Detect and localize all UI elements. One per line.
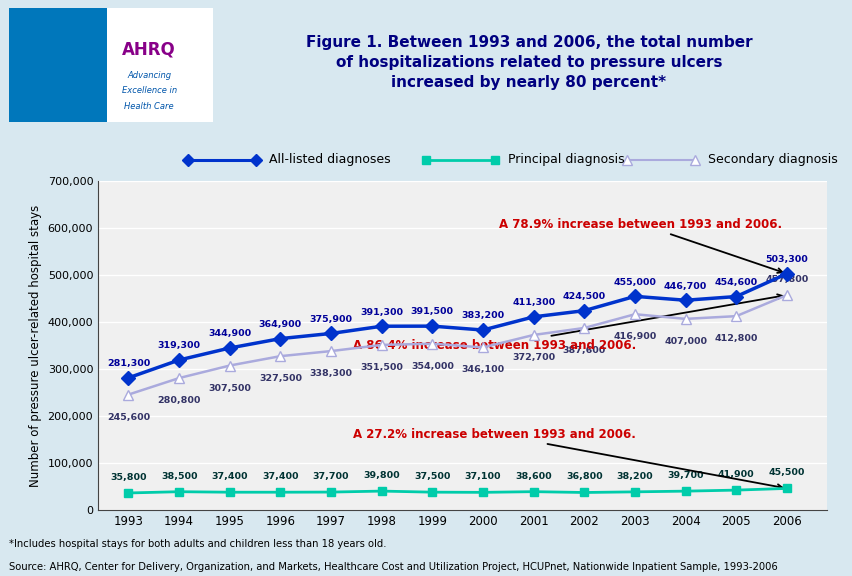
Text: 375,900: 375,900 [309,314,352,324]
Text: 503,300: 503,300 [764,255,808,264]
Text: Advancing: Advancing [127,71,171,79]
Text: 351,500: 351,500 [360,363,403,372]
Text: 457,800: 457,800 [764,275,808,284]
Text: 36,800: 36,800 [566,472,602,482]
Text: 45,500: 45,500 [768,468,804,478]
Text: 454,600: 454,600 [714,278,757,287]
Text: Health Care: Health Care [124,102,174,111]
FancyBboxPatch shape [9,8,213,122]
Text: 37,700: 37,700 [313,472,349,481]
Text: 280,800: 280,800 [158,396,200,405]
Text: Principal diagnosis: Principal diagnosis [507,153,624,166]
Text: 387,600: 387,600 [562,346,605,355]
Text: 319,300: 319,300 [158,341,200,350]
Text: 245,600: 245,600 [106,412,150,422]
Text: 364,900: 364,900 [258,320,302,329]
Text: 41,900: 41,900 [717,470,754,479]
Text: 344,900: 344,900 [208,329,251,338]
Text: 411,300: 411,300 [511,298,555,307]
Text: 39,700: 39,700 [666,471,703,480]
Text: Source: AHRQ, Center for Delivery, Organization, and Markets, Healthcare Cost an: Source: AHRQ, Center for Delivery, Organ… [9,562,776,571]
Text: 37,400: 37,400 [211,472,248,481]
Text: 372,700: 372,700 [511,353,555,362]
Text: 383,200: 383,200 [461,311,504,320]
Text: 424,500: 424,500 [562,292,605,301]
FancyBboxPatch shape [9,8,106,122]
Text: 455,000: 455,000 [613,278,656,287]
Text: A 27.2% increase between 1993 and 2006.: A 27.2% increase between 1993 and 2006. [353,427,781,489]
Text: 407,000: 407,000 [664,337,706,346]
Text: 37,400: 37,400 [262,472,298,481]
Text: 327,500: 327,500 [259,374,302,383]
Text: 38,200: 38,200 [616,472,653,481]
Text: 412,800: 412,800 [714,334,757,343]
Text: 346,100: 346,100 [461,366,504,374]
Text: 37,500: 37,500 [414,472,450,481]
Text: 391,300: 391,300 [360,308,403,316]
Text: 37,100: 37,100 [464,472,501,481]
Text: 446,700: 446,700 [663,282,706,290]
Text: A 86.4% increase between 1993 and 2006.: A 86.4% increase between 1993 and 2006. [353,294,781,352]
Text: A 78.9% increase between 1993 and 2006.: A 78.9% increase between 1993 and 2006. [498,218,781,273]
Text: AHRQ: AHRQ [122,40,176,58]
Text: 338,300: 338,300 [309,369,352,378]
Text: Excellence in: Excellence in [122,86,176,95]
Text: 354,000: 354,000 [411,362,453,371]
Text: 38,500: 38,500 [161,472,197,480]
Text: *Includes hospital stays for both adults and children less than 18 years old.: *Includes hospital stays for both adults… [9,539,386,548]
Text: All-listed diagnoses: All-listed diagnoses [268,153,390,166]
Y-axis label: Number of pressure ulcer-related hospital stays: Number of pressure ulcer-related hospita… [29,204,42,487]
Text: Secondary diagnosis: Secondary diagnosis [707,153,837,166]
Text: Figure 1. Between 1993 and 2006, the total number
of hospitalizations related to: Figure 1. Between 1993 and 2006, the tot… [305,35,751,89]
Text: 39,800: 39,800 [363,471,400,480]
Text: 307,500: 307,500 [208,384,251,393]
Text: 281,300: 281,300 [106,359,150,368]
Text: 416,900: 416,900 [613,332,656,341]
Text: 38,600: 38,600 [515,472,551,480]
Text: 35,800: 35,800 [110,473,147,482]
Text: 391,500: 391,500 [411,308,453,316]
